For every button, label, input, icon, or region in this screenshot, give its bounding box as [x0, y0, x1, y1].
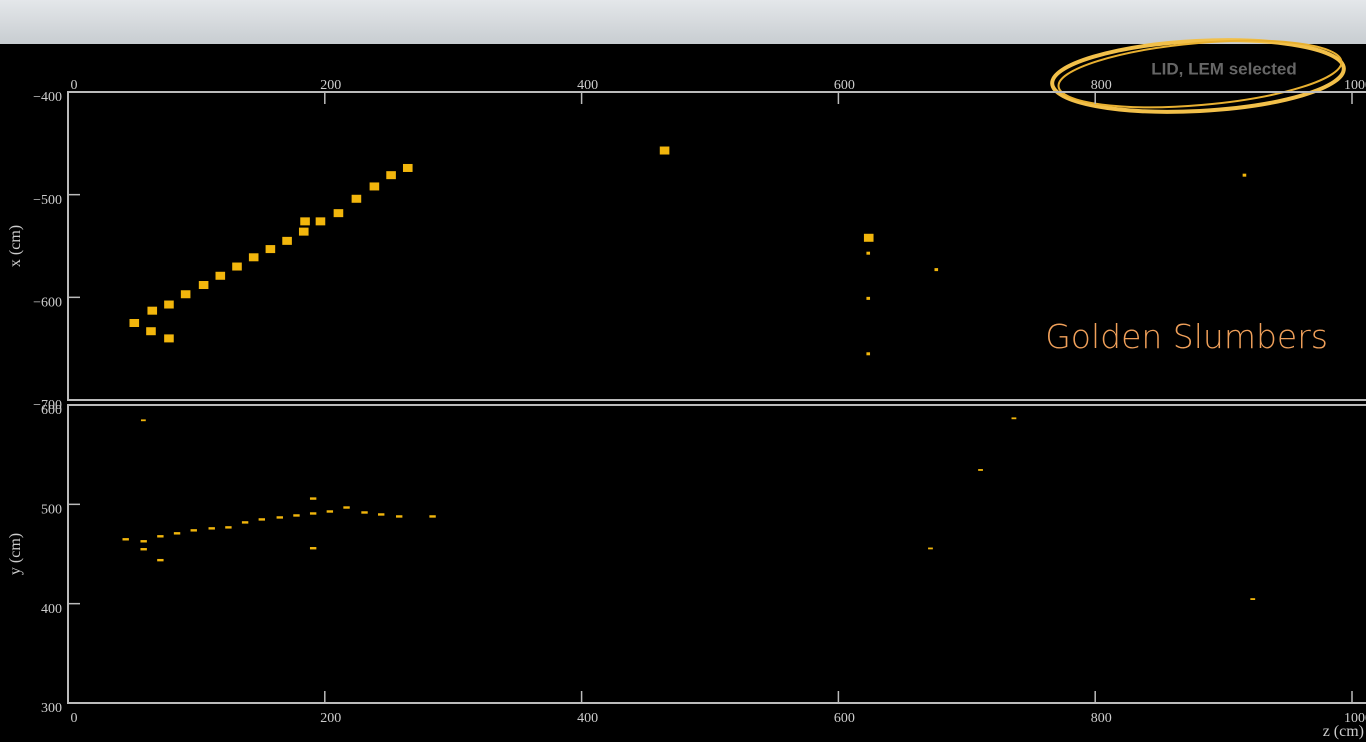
hit: [164, 334, 174, 343]
hit: [402, 163, 413, 172]
hit: [140, 419, 146, 422]
hit: [361, 511, 368, 514]
x-tick-label: 600: [834, 711, 855, 726]
x-tick-label: 400: [577, 711, 598, 726]
hit: [147, 306, 158, 315]
hit: [173, 532, 181, 535]
hit: [1011, 417, 1017, 420]
hit: [157, 535, 164, 538]
plot-frame: [67, 91, 1366, 401]
x-tick-label: 600: [834, 78, 855, 93]
hit: [298, 227, 309, 236]
x-axis-label: z (cm): [1323, 723, 1364, 740]
hit: [386, 171, 396, 180]
hit: [225, 526, 232, 529]
top-band: [0, 0, 1366, 44]
hit: [248, 253, 259, 262]
hit: [429, 515, 436, 518]
x-tick-label: 0: [71, 711, 78, 726]
x-tick-label: 1000: [1344, 78, 1366, 93]
x-tick-label: 200: [320, 711, 341, 726]
x-tick-label: 200: [320, 78, 341, 93]
hit: [369, 182, 380, 191]
plot-background: [0, 44, 1366, 742]
hit: [146, 327, 156, 336]
hit: [282, 236, 292, 245]
hit: [180, 290, 191, 299]
selection-note: LID, LEM selected: [1151, 59, 1296, 78]
hit: [164, 300, 174, 309]
hit: [395, 515, 403, 518]
x-tick-label: 800: [1091, 78, 1112, 93]
hit: [326, 510, 334, 513]
x-tick-label: 800: [1091, 711, 1112, 726]
hit: [140, 548, 147, 551]
hit: [198, 281, 209, 290]
hit: [276, 516, 283, 519]
x-tick-label: 1000: [1344, 711, 1366, 726]
hit: [863, 233, 874, 242]
hit: [315, 217, 326, 226]
hit: [215, 271, 226, 280]
x-tick-label: 400: [577, 78, 598, 93]
hit: [309, 497, 317, 500]
y-tick-label: −400: [33, 90, 62, 105]
hit: [293, 514, 300, 517]
y-tick-label: 400: [41, 602, 62, 617]
hit: [157, 558, 164, 562]
y-tick-label: 300: [41, 701, 62, 716]
plot-frame: [67, 404, 1366, 704]
hit: [241, 521, 249, 524]
y-tick-label: 600: [41, 403, 62, 418]
hit: [866, 352, 871, 356]
hit: [129, 319, 140, 327]
hit: [140, 540, 147, 543]
hit: [265, 245, 276, 254]
hit: [1242, 173, 1247, 177]
hit: [378, 513, 385, 516]
hit: [1250, 598, 1256, 600]
event-title: Golden Slumbers: [1045, 317, 1328, 356]
hit: [343, 506, 350, 509]
y-tick-label: 500: [41, 503, 62, 518]
hit: [300, 217, 310, 226]
highlight-ellipse-stroke: [1057, 39, 1343, 109]
hit: [309, 547, 317, 550]
hit: [659, 146, 670, 155]
hit: [866, 251, 871, 255]
hit: [928, 547, 933, 550]
hit: [208, 527, 215, 530]
y-axis-label: y (cm): [7, 533, 24, 575]
hit: [866, 296, 871, 300]
y-tick-label: −600: [33, 296, 62, 311]
hit: [333, 209, 344, 218]
hit: [258, 518, 265, 521]
highlight-ellipse: [1050, 38, 1346, 114]
hit: [978, 469, 983, 471]
hit: [122, 538, 129, 541]
x-tick-label: 0: [71, 78, 78, 93]
hit: [232, 262, 242, 271]
hit: [309, 512, 317, 515]
y-axis-label: x (cm): [7, 225, 24, 267]
hit: [190, 529, 197, 532]
hit: [351, 194, 362, 203]
y-tick-label: −700: [33, 398, 62, 413]
y-tick-label: −500: [33, 193, 62, 208]
hit: [934, 268, 939, 272]
